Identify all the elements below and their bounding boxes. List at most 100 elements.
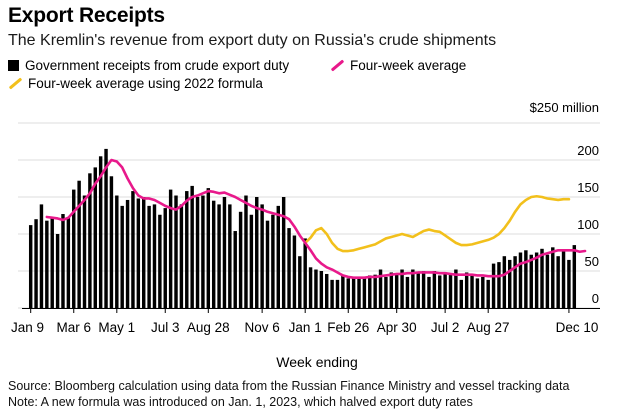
line-four-week-average-2022-formula <box>303 194 571 253</box>
bar-weekly-receipts <box>454 269 458 308</box>
bar-weekly-receipts <box>303 238 307 308</box>
bar-weekly-receipts <box>174 195 178 308</box>
legend-swatch-avg2022 <box>8 78 22 89</box>
bar-weekly-receipts <box>88 173 92 308</box>
bar-weekly-receipts <box>281 197 286 308</box>
bar-weekly-receipts <box>39 204 44 308</box>
bar-weekly-receipts <box>136 198 141 308</box>
legend-label-avg2022: Four-week average using 2022 formula <box>28 76 263 91</box>
bar-weekly-receipts <box>34 219 38 308</box>
y-tick-label: 0 <box>592 291 599 306</box>
bar-weekly-receipts <box>217 204 221 308</box>
x-tick-label: Aug 28 <box>187 320 230 335</box>
bar-weekly-receipts <box>341 275 345 308</box>
bar-weekly-receipts <box>378 269 383 308</box>
legend-swatch-avg <box>330 60 344 71</box>
bar-weekly-receipts <box>292 235 297 308</box>
bar-weekly-receipts <box>72 189 76 308</box>
bar-weekly-receipts <box>308 267 313 308</box>
x-tick-label: May 1 <box>98 320 135 335</box>
bar-weekly-receipts <box>255 197 259 308</box>
bar-weekly-receipts <box>276 205 280 308</box>
bar-weekly-receipts <box>389 272 394 308</box>
x-tick-label: Apr 30 <box>377 320 417 335</box>
bar-weekly-receipts <box>93 167 97 308</box>
bar-weekly-receipts <box>464 272 469 308</box>
chart-title: Export Receipts <box>8 4 165 27</box>
bar-weekly-receipts <box>486 279 490 308</box>
bar-weekly-receipts <box>394 274 399 308</box>
bar-weekly-receipts <box>545 254 550 308</box>
x-tick-label: Jul 3 <box>151 320 180 335</box>
legend-item-avg: Four-week average <box>330 58 466 73</box>
bar-weekly-receipts <box>222 197 227 308</box>
bar-weekly-receipts <box>238 211 243 308</box>
x-tick-label: Jan 1 <box>289 320 322 335</box>
bar-weekly-receipts <box>152 204 157 308</box>
bar-weekly-receipts <box>211 200 216 308</box>
bar-weekly-receipts <box>319 271 324 308</box>
bar-weekly-receipts <box>432 271 437 308</box>
bar-weekly-receipts <box>125 199 130 308</box>
bar-weekly-receipts <box>120 205 124 308</box>
bar-weekly-receipts <box>66 217 71 308</box>
bar-weekly-receipts <box>28 225 33 308</box>
formula-note: Note: A new formula was introduced on Ja… <box>8 395 473 409</box>
bar-weekly-receipts <box>529 254 533 308</box>
bar-weekly-receipts <box>228 204 232 308</box>
bar-weekly-receipts <box>567 259 571 308</box>
bar-weekly-receipts <box>195 197 200 308</box>
bar-weekly-receipts <box>271 214 275 308</box>
bar-weekly-receipts <box>55 234 60 308</box>
bar-weekly-receipts <box>513 256 517 308</box>
bar-weekly-receipts <box>206 188 211 308</box>
x-tick-label: Aug 27 <box>467 320 510 335</box>
bar-weekly-receipts <box>508 259 512 308</box>
bar-weekly-receipts <box>416 272 420 308</box>
bar-weekly-receipts <box>421 271 426 308</box>
bar-weekly-receipts <box>502 256 507 308</box>
legend-swatch-receipts <box>8 60 19 71</box>
bar-weekly-receipts <box>50 217 54 308</box>
legend-item-receipts: Government receipts from crude export du… <box>8 58 289 73</box>
chart-plot-area: 0 50 100 150 200 Jan 9 Mar 6 May 1 Jul 3 Aug 28 N… <box>11 100 600 370</box>
x-tick-label: Dec 10 <box>556 320 599 335</box>
bar-weekly-receipts <box>497 262 501 308</box>
bar-weekly-receipts <box>556 256 560 308</box>
bar-weekly-receipts <box>351 276 356 308</box>
source-note: Source: Bloomberg calculation using data… <box>8 379 570 393</box>
bar-weekly-receipts <box>346 278 350 308</box>
bar-weekly-receipts <box>287 228 291 308</box>
bar-weekly-receipts <box>362 276 367 308</box>
chart-subtitle: The Kremlin's revenue from export duty o… <box>8 32 497 49</box>
bar-weekly-receipts <box>368 275 372 308</box>
x-tick-label: Feb 26 <box>327 320 369 335</box>
bar-weekly-receipts <box>314 269 318 308</box>
legend-label-receipts: Government receipts from crude export du… <box>25 58 290 73</box>
bar-weekly-receipts <box>335 279 340 308</box>
bar-weekly-receipts <box>98 156 103 308</box>
bar-weekly-receipts <box>572 245 577 308</box>
bar-weekly-receipts <box>475 278 480 308</box>
bar-weekly-receipts <box>405 276 410 308</box>
bar-weekly-receipts <box>448 274 453 308</box>
bar-weekly-receipts <box>491 263 496 308</box>
bar-weekly-receipts <box>561 250 566 308</box>
bar-weekly-receipts <box>411 269 415 308</box>
bar-weekly-receipts <box>109 176 114 308</box>
bar-weekly-receipts <box>518 252 523 308</box>
bar-weekly-receipts <box>384 276 388 308</box>
bar-weekly-receipts <box>260 204 264 308</box>
bar-weekly-receipts <box>185 191 189 308</box>
bar-weekly-receipts <box>115 195 119 308</box>
bar-weekly-receipts <box>459 279 463 308</box>
bar-weekly-receipts <box>470 274 474 308</box>
bar-weekly-receipts <box>82 195 87 308</box>
bar-weekly-receipts <box>61 214 65 308</box>
bar-weekly-receipts <box>131 191 135 308</box>
bar-weekly-receipts <box>158 214 162 308</box>
x-tick-label: Jul 2 <box>431 320 460 335</box>
bar-weekly-receipts <box>201 195 205 308</box>
bar-weekly-receipts <box>179 204 184 308</box>
x-axis-label: Week ending <box>276 354 357 370</box>
